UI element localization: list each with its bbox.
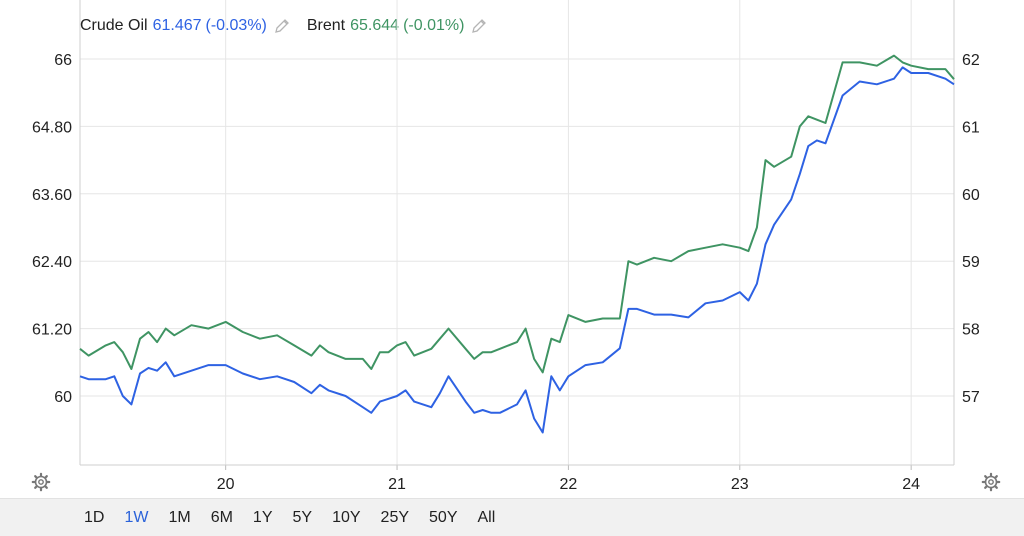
range-button-25y[interactable]: 25Y	[380, 508, 410, 526]
legend-crude-oil[interactable]: Crude Oil 61.467 (-0.03%)	[80, 17, 291, 35]
range-button-50y[interactable]: 50Y	[429, 508, 458, 526]
y-left-tick-label: 60	[54, 389, 72, 406]
gear-icon[interactable]	[981, 472, 1001, 492]
y-left-tick-label: 62.40	[32, 254, 72, 271]
range-selector: 1D 1W 1M 6M 1Y 5Y 10Y 25Y 50Y All	[0, 498, 1024, 536]
y-left-tick-label: 64.80	[32, 119, 72, 136]
grid-lines	[80, 0, 954, 465]
range-button-6m[interactable]: 6M	[210, 508, 233, 526]
legend-change: (-0.03%)	[205, 17, 267, 34]
x-tick-label: 20	[217, 476, 235, 493]
y-right-tick-label: 61	[962, 119, 980, 136]
range-button-10y[interactable]: 10Y	[332, 508, 361, 526]
x-tick-label: 22	[560, 476, 578, 493]
legend-name: Crude Oil	[80, 17, 148, 34]
chart-legend: Crude Oil 61.467 (-0.03%) Brent 65.644 (…	[80, 14, 504, 38]
y-right-tick-label: 62	[962, 52, 980, 69]
legend-value: 65.644	[350, 17, 400, 34]
y-right-tick-label: 57	[962, 389, 980, 406]
range-button-1w[interactable]: 1W	[124, 508, 149, 526]
legend-value: 61.467	[152, 17, 202, 34]
y-right-tick-label: 59	[962, 254, 980, 271]
chart-axes	[79, 0, 955, 470]
legend-name: Brent	[306, 17, 346, 34]
y-left-tick-label: 66	[54, 52, 72, 69]
gear-icon[interactable]	[31, 472, 51, 492]
range-button-1d[interactable]: 1D	[84, 508, 105, 526]
tick-labels: 66 64.80 63.60 62.40 61.20 60 62 61 60 59 58 57 20 21…	[32, 52, 980, 493]
range-button-5y[interactable]: 5Y	[292, 508, 313, 526]
range-button-1m[interactable]: 1M	[168, 508, 191, 526]
price-chart: 66 64.80 63.60 62.40 61.20 60 62 61 60 59 58 57 20 21…	[32, 0, 980, 493]
series-line-brent	[79, 54, 955, 374]
series-line-crude-oil	[79, 66, 955, 434]
x-tick-label: 24	[902, 476, 920, 493]
series-lines	[79, 54, 955, 434]
x-tick-label: 21	[388, 476, 406, 493]
pencil-icon[interactable]	[470, 17, 488, 35]
pencil-icon[interactable]	[273, 17, 291, 35]
x-tick-label: 23	[731, 476, 749, 493]
y-left-tick-label: 61.20	[32, 322, 72, 339]
y-left-tick-label: 63.60	[32, 187, 72, 204]
range-button-1y[interactable]: 1Y	[252, 508, 273, 526]
legend-change: (-0.01%)	[403, 17, 465, 34]
range-button-all[interactable]: All	[477, 508, 496, 526]
y-right-tick-label: 60	[962, 187, 980, 204]
legend-brent[interactable]: Brent 65.644 (-0.01%)	[307, 17, 489, 35]
y-right-tick-label: 58	[962, 322, 980, 339]
